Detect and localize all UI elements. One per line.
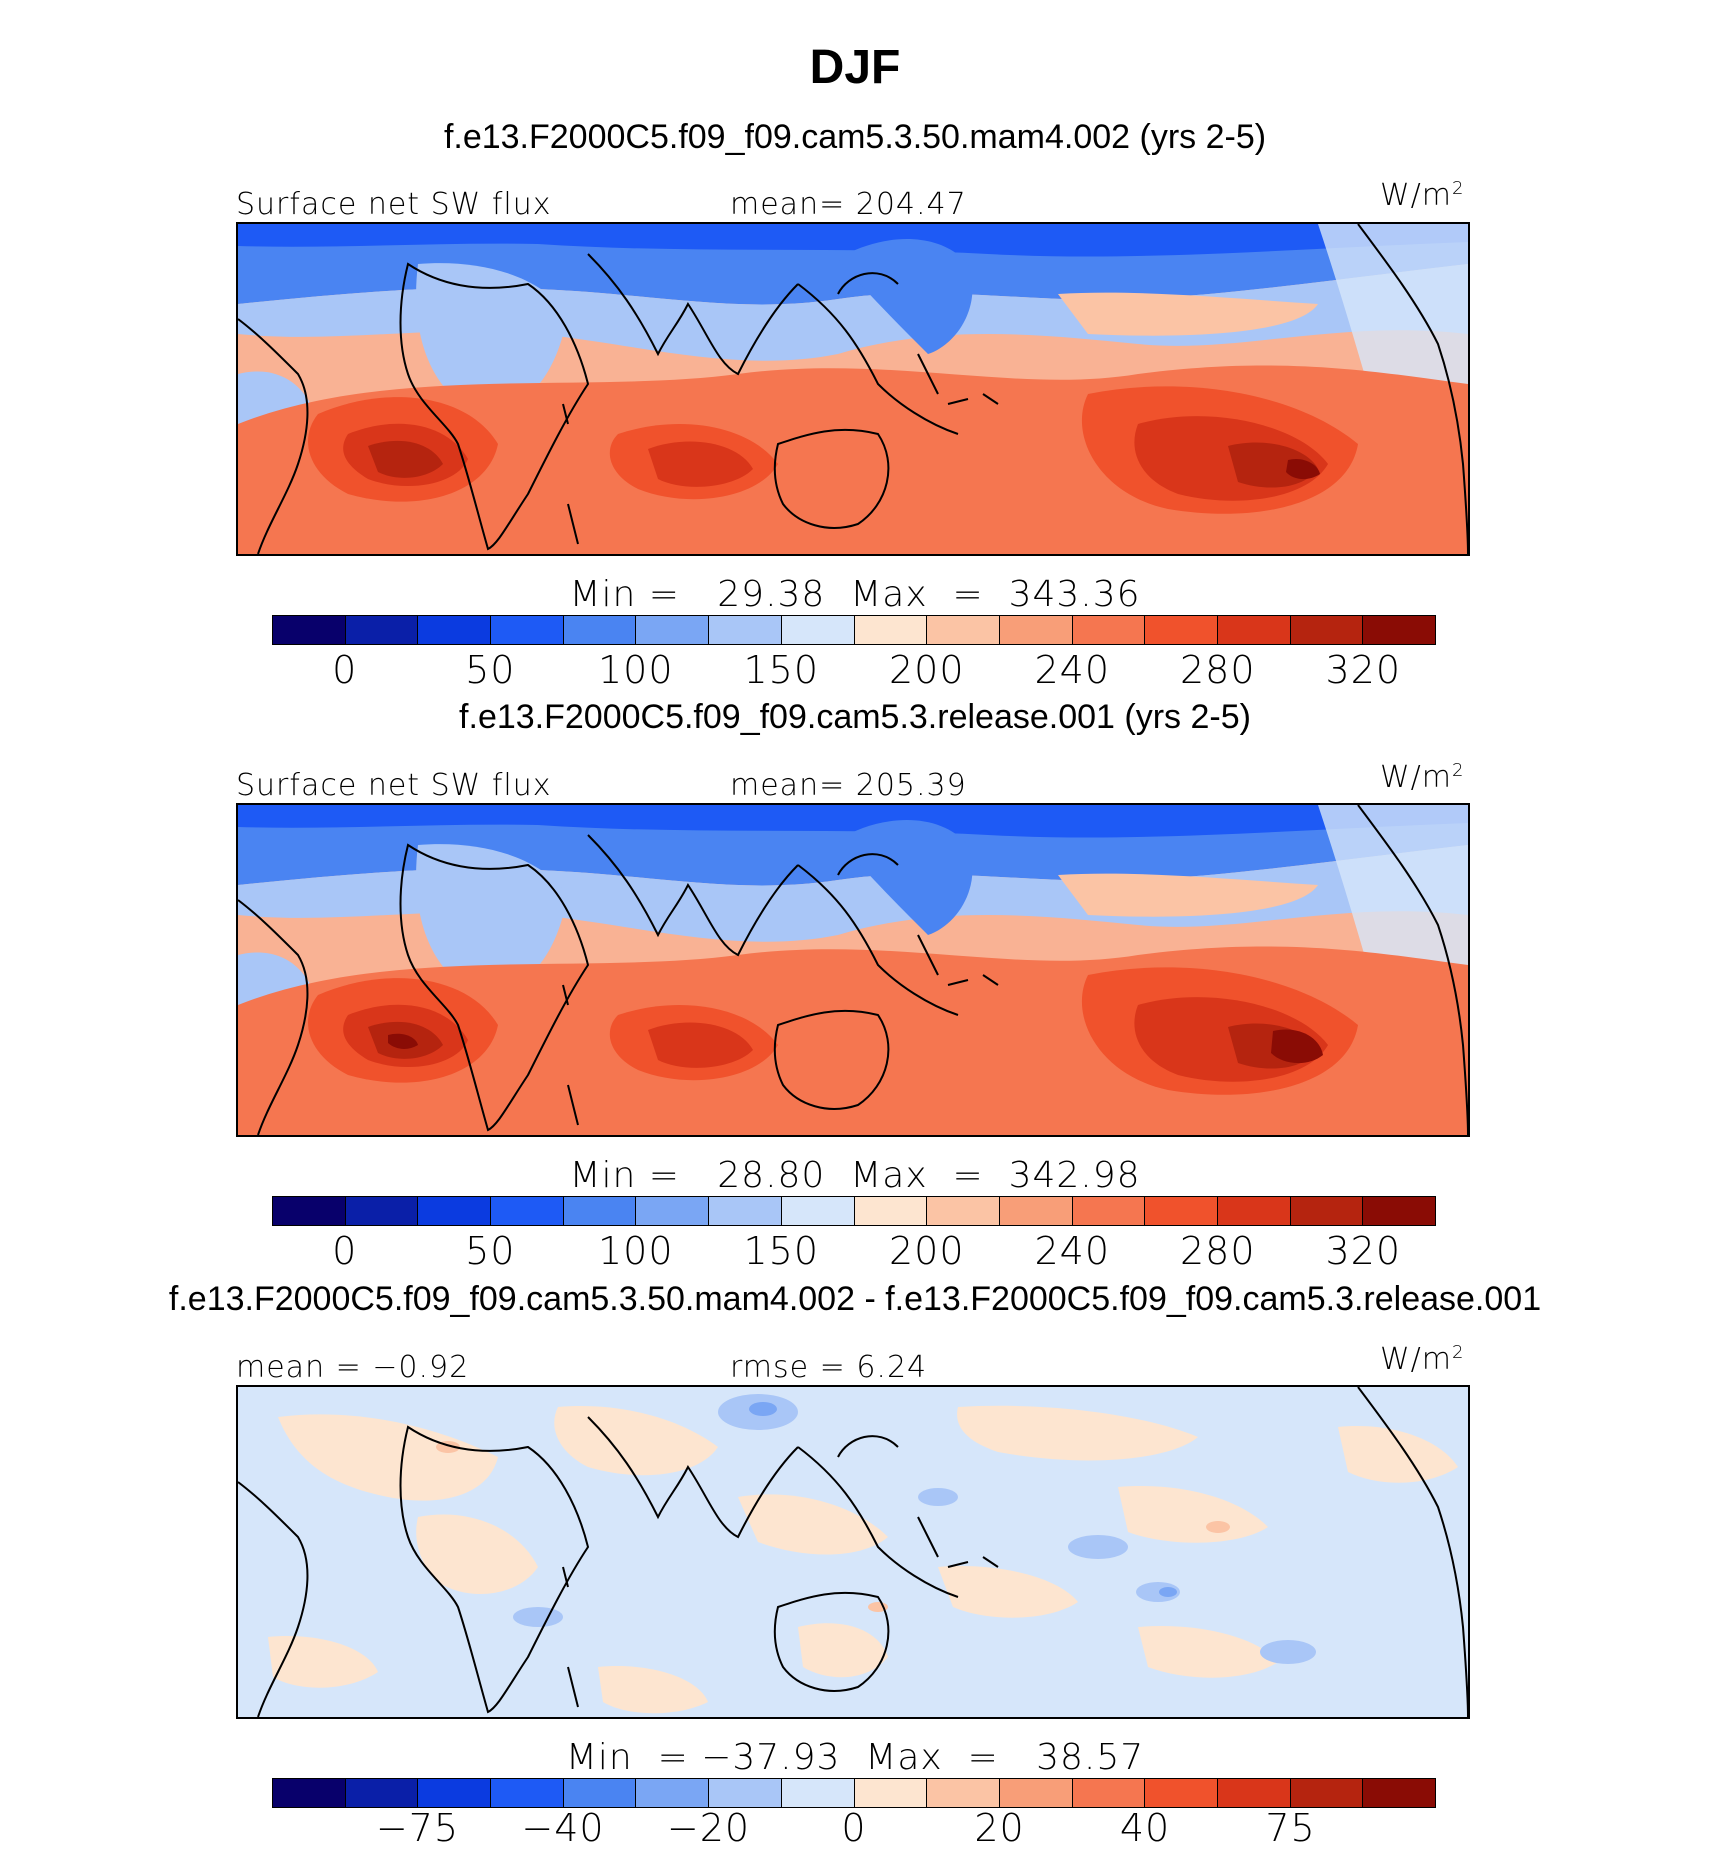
colorbar-tick-label: −75 — [375, 1806, 460, 1850]
colorbar-swatch — [1145, 1197, 1218, 1225]
colorbar-swatch — [709, 1197, 782, 1225]
colorbar-tick-label: 0 — [841, 1806, 867, 1850]
colorbar-swatch — [1072, 1197, 1146, 1225]
colorbar-swatch — [636, 1779, 710, 1807]
panel-1-minmax: Min = 29.38 Max = 343.36 — [569, 574, 1141, 615]
colorbar-tick-label: 0 — [332, 648, 358, 692]
colorbar-swatch — [781, 616, 855, 644]
colorbar-swatch — [709, 616, 782, 644]
colorbar-swatch — [273, 616, 346, 644]
colorbar-tick-label: 0 — [332, 1229, 358, 1273]
colorbar-swatch — [781, 1779, 855, 1807]
colorbar-tick-label: 100 — [597, 648, 674, 692]
colorbar-swatch — [563, 616, 637, 644]
colorbar-tick-label: 200 — [888, 1229, 965, 1273]
panel-2-subtitle: f.e13.F2000C5.f09_f09.cam5.3.release.001… — [459, 698, 1251, 736]
panel-1-map-plot — [238, 224, 1468, 554]
colorbar-swatch — [927, 1197, 1000, 1225]
colorbar-swatch — [491, 616, 564, 644]
colorbar-swatch — [1363, 616, 1435, 644]
colorbar-swatch — [1072, 1779, 1146, 1807]
colorbar-swatch — [1290, 616, 1364, 644]
colorbar-tick-label: 280 — [1179, 1229, 1256, 1273]
colorbar-swatch — [999, 1197, 1073, 1225]
panel-3-map — [236, 1385, 1470, 1719]
colorbar-tick-label: 150 — [743, 648, 820, 692]
colorbar-tick-label: 320 — [1325, 648, 1402, 692]
colorbar-swatch — [563, 1779, 637, 1807]
panel-2-minmax: Min = 28.80 Max = 342.98 — [569, 1155, 1141, 1196]
colorbar-tick-label: 20 — [974, 1806, 1025, 1850]
colorbar-swatch — [854, 616, 928, 644]
page-title: DJF — [809, 41, 901, 94]
colorbar-tick-label: 75 — [1265, 1806, 1316, 1850]
panel-2-units: W/m2 — [1380, 760, 1465, 795]
panel-2-map — [236, 803, 1470, 1137]
colorbar-swatch — [999, 1779, 1073, 1807]
colorbar-swatch — [781, 1197, 855, 1225]
colorbar-swatch — [1363, 1197, 1435, 1225]
panel-2-colorbar-ticks: 0 50 100 150 200 240 280 320 — [0, 1229, 1710, 1279]
colorbar-tick-label: −20 — [666, 1806, 751, 1850]
colorbar-swatch — [999, 616, 1073, 644]
colorbar-swatch — [1217, 1197, 1291, 1225]
colorbar-tick-label: 50 — [465, 1229, 516, 1273]
panel-1-mean-label: mean= 204.47 — [730, 187, 967, 222]
colorbar-swatch — [273, 1197, 346, 1225]
colorbar-swatch — [418, 616, 492, 644]
colorbar-swatch — [418, 1197, 492, 1225]
colorbar-swatch — [1145, 1779, 1218, 1807]
panel-1-units: W/m2 — [1380, 178, 1465, 213]
panel-3-colorbar-ticks: −75 −40 −20 0 20 40 75 — [0, 1806, 1710, 1852]
panel-3-minmax: Min = −37.93 Max = 38.57 — [565, 1737, 1145, 1778]
colorbar-swatch — [1290, 1779, 1364, 1807]
colorbar-tick-label: 240 — [1034, 1229, 1111, 1273]
panel-3-subtitle: f.e13.F2000C5.f09_f09.cam5.3.50.mam4.002… — [168, 1280, 1542, 1318]
panel-2-colorbar — [272, 1196, 1436, 1226]
colorbar-swatch — [1363, 1779, 1435, 1807]
colorbar-swatch — [854, 1197, 928, 1225]
colorbar-swatch — [1145, 616, 1218, 644]
panel-2-variable-label: Surface net SW flux — [236, 768, 552, 803]
colorbar-swatch — [563, 1197, 637, 1225]
panel-2-mean-label: mean= 205.39 — [730, 768, 967, 803]
panel-3-colorbar — [272, 1778, 1436, 1808]
colorbar-swatch — [345, 1197, 419, 1225]
colorbar-tick-label: 200 — [888, 648, 965, 692]
colorbar-swatch — [1290, 1197, 1364, 1225]
colorbar-tick-label: 50 — [465, 648, 516, 692]
panel-3-units: W/m2 — [1380, 1342, 1465, 1377]
panel-2-map-plot — [238, 805, 1468, 1135]
colorbar-swatch — [1072, 616, 1146, 644]
colorbar-tick-label: 40 — [1119, 1806, 1171, 1850]
panel-1-map — [236, 222, 1470, 556]
colorbar-tick-label: 320 — [1325, 1229, 1402, 1273]
colorbar-swatch — [273, 1779, 346, 1807]
colorbar-tick-label: −40 — [521, 1806, 605, 1850]
colorbar-swatch — [927, 1779, 1000, 1807]
panel-1-variable-label: Surface net SW flux — [236, 187, 552, 222]
colorbar-swatch — [418, 1779, 492, 1807]
panel-3-rmse-label: rmse = 6.24 — [730, 1350, 928, 1385]
panel-3-map-plot — [238, 1387, 1468, 1717]
panel-1-subtitle: f.e13.F2000C5.f09_f09.cam5.3.50.mam4.002… — [443, 118, 1267, 156]
colorbar-swatch — [927, 616, 1000, 644]
colorbar-swatch — [636, 1197, 710, 1225]
panel-1-colorbar-ticks: 0 50 100 150 200 240 280 320 — [0, 648, 1710, 698]
colorbar-swatch — [1217, 616, 1291, 644]
colorbar-tick-label: 240 — [1034, 648, 1111, 692]
colorbar-tick-label: 280 — [1179, 648, 1256, 692]
panel-3-mean-label: mean = −0.92 — [236, 1350, 470, 1385]
colorbar-swatch — [854, 1779, 928, 1807]
colorbar-swatch — [491, 1197, 564, 1225]
panel-1-colorbar — [272, 615, 1436, 645]
colorbar-swatch — [345, 616, 419, 644]
colorbar-tick-label: 100 — [597, 1229, 674, 1273]
colorbar-swatch — [491, 1779, 564, 1807]
colorbar-tick-label: 150 — [743, 1229, 820, 1273]
colorbar-swatch — [636, 616, 710, 644]
colorbar-swatch — [345, 1779, 419, 1807]
colorbar-swatch — [1217, 1779, 1291, 1807]
colorbar-swatch — [709, 1779, 782, 1807]
